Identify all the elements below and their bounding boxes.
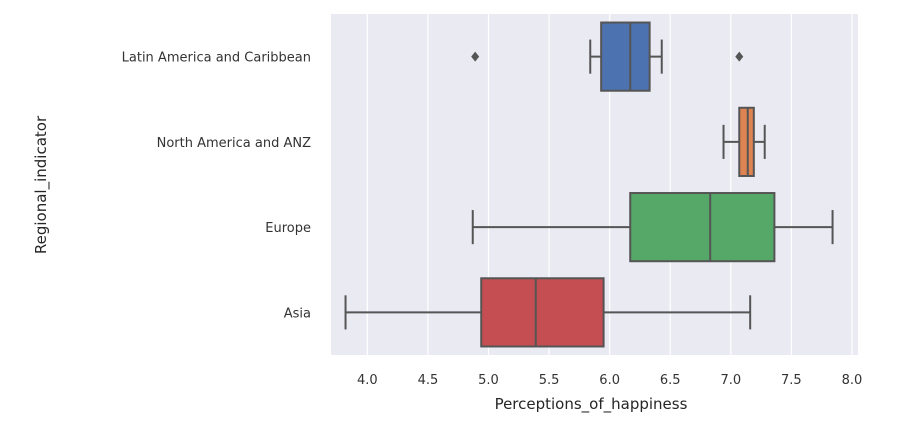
iqr-box [600,21,651,92]
x-tick-label: 7.5 [781,373,802,388]
box-series [344,21,834,348]
iqr-box [480,277,605,348]
y-axis-label: Regional_indicator [32,115,51,254]
box-0 [471,21,744,92]
x-tick-label: 8.0 [842,373,863,388]
x-tick-labels: 4.0 4.5 5.0 5.5 6.0 6.5 7.0 7.5 8.0 [357,373,862,388]
y-tick-label: Latin America and Caribbean [122,51,311,66]
y-tick-label: Asia [284,306,311,321]
x-tick-label: 4.0 [357,373,378,388]
x-tick-label: 4.5 [418,373,439,388]
box-3 [344,277,752,348]
box-2 [471,192,834,263]
gridlines [366,14,853,355]
outlier-marker [471,51,480,62]
outlier-marker [735,51,744,62]
iqr-box [738,106,755,177]
x-tick-label: 5.5 [539,373,560,388]
x-axis-label: Perceptions_of_happiness [495,395,688,414]
x-tick-label: 6.0 [599,373,620,388]
x-tick-label: 5.0 [478,373,499,388]
y-tick-labels: Latin America and Caribbean North America… [122,51,311,322]
y-tick-label: North America and ANZ [157,136,311,151]
y-tick-label: Europe [265,221,311,236]
box-1 [722,106,766,177]
iqr-box [629,192,776,263]
x-tick-label: 6.5 [660,373,681,388]
x-tick-label: 7.0 [720,373,741,388]
